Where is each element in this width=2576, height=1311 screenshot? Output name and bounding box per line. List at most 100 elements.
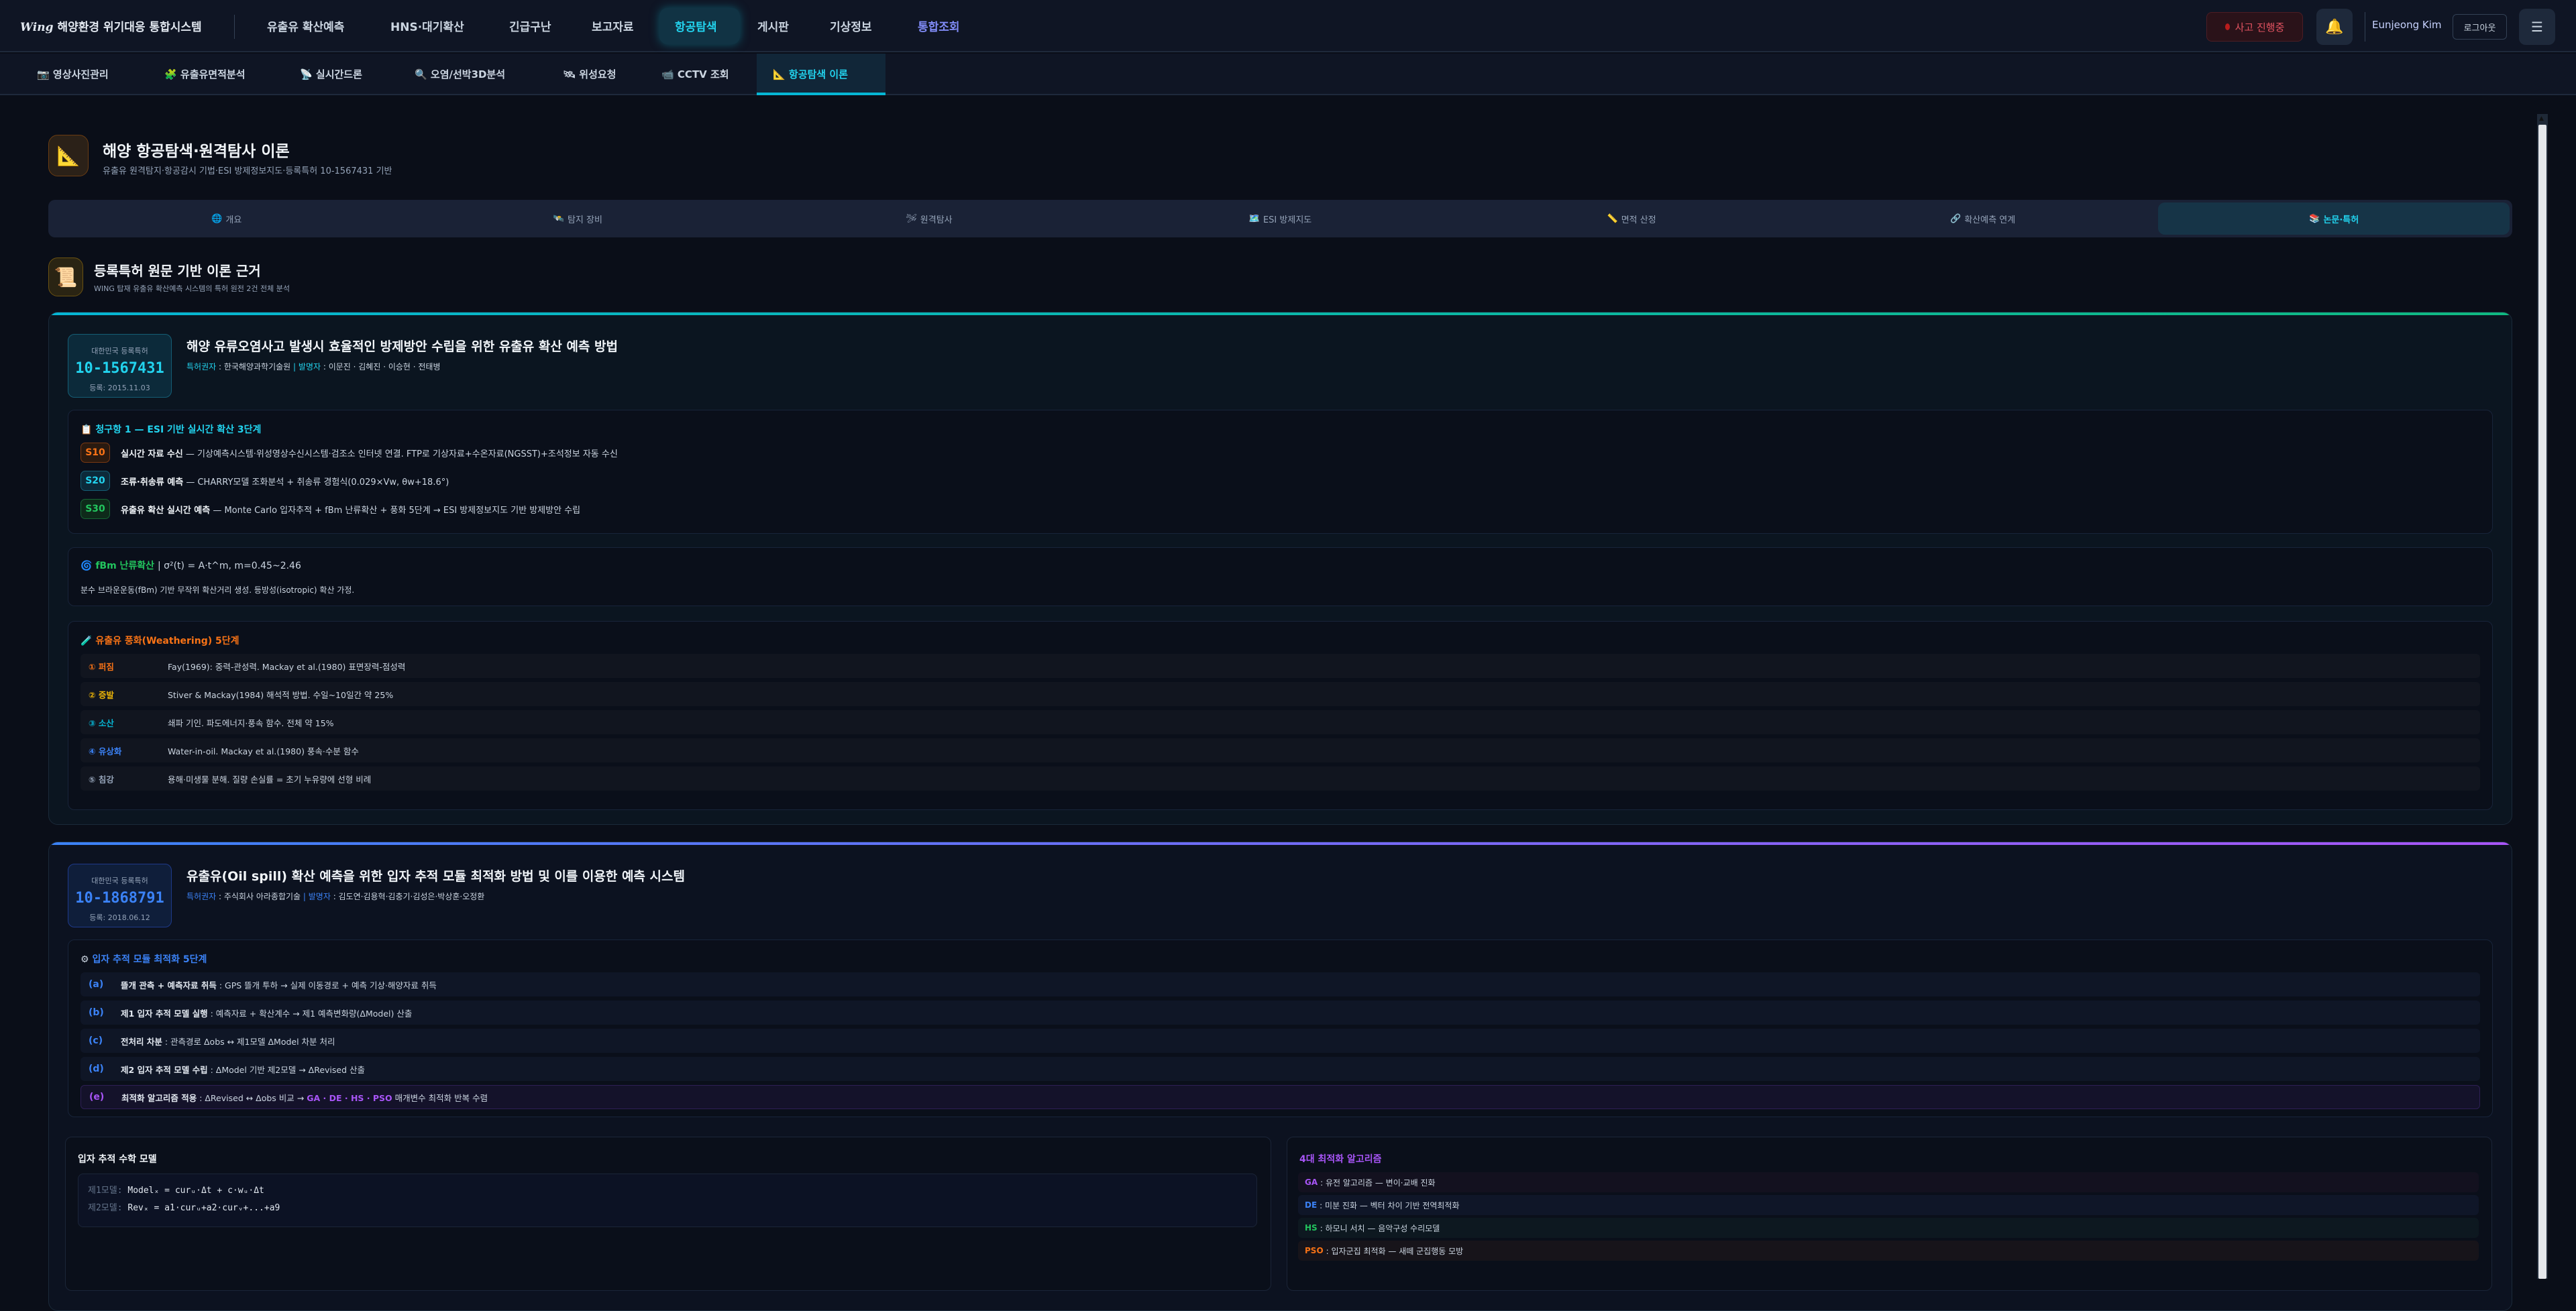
hamburger-icon: ☰ bbox=[2531, 19, 2543, 35]
patent-meta: 특허권자 : 한국해양과학기술원 | 발명자 : 이문진 · 김혜진 · 이승현… bbox=[186, 362, 441, 372]
optimization-step: (e) 최적화 알고리즘 적용 : ΔRevised ↔ Δobs 비교 → GA… bbox=[80, 1085, 2480, 1109]
menu-button[interactable]: ☰ bbox=[2519, 9, 2555, 45]
math-title: 입자 추적 수학 모델 bbox=[78, 1154, 157, 1165]
algorithms-panel: 4대 최적화 알고리즘 GA: 유전 알고리즘 — 변이·교배 진화 DE: 미… bbox=[1287, 1137, 2492, 1291]
bell-icon: 🔔 bbox=[2325, 18, 2344, 36]
scrollbar[interactable]: ▲ bbox=[2537, 114, 2548, 1279]
subnav-item-area-analysis[interactable]: 🧩 유출유면적분석 bbox=[164, 68, 246, 80]
card-accent-bar bbox=[49, 842, 2512, 845]
notification-bell-button[interactable]: 🔔 bbox=[2316, 9, 2353, 45]
weathering-row: ⑤ 침강 용해·미생물 분해. 질량 손실률 = 초기 누유량에 선형 비례 bbox=[80, 766, 2480, 791]
subnav-item-cctv[interactable]: 📹 CCTV 조회 bbox=[661, 68, 729, 80]
nav-item-board[interactable]: 게시판 bbox=[757, 21, 789, 34]
claim-step: S30 유출유 확산 실시간 예측 — Monte Carlo 입자추적 + fB… bbox=[80, 499, 580, 519]
test-tube-icon: 🧪 bbox=[80, 636, 96, 646]
subnav-item-satellite-request[interactable]: 🛰 위성요청 bbox=[563, 68, 616, 80]
tab-esi-map[interactable]: 🗺️ ESI 방제지도 bbox=[1248, 213, 1312, 225]
satellite-dish-icon: 📡 bbox=[300, 68, 316, 80]
algorithm-item: GA: 유전 알고리즘 — 변이·교배 진화 bbox=[1298, 1172, 2479, 1192]
plane-icon: 🛩 bbox=[906, 213, 917, 224]
claim-step: S10 실시간 자료 수신 — 기상예측시스템·위성영상수신시스템·검조소 인터넷… bbox=[80, 443, 618, 463]
scroll-icon: 📜 bbox=[48, 258, 83, 296]
subnav-item-live-drone[interactable]: 📡 실시간드론 bbox=[300, 68, 362, 80]
patent-card-1: 대한민국 등록특허 10-1567431 등록: 2015.11.03 해양 유… bbox=[48, 312, 2512, 825]
math-model-panel: 입자 추적 수학 모델 제1모델: Modelₓ = curᵤ·Δt + c·w… bbox=[65, 1137, 1271, 1291]
subnav-item-photo-management[interactable]: 📷 영상사진관리 bbox=[37, 68, 109, 80]
gear-icon: ⚙ bbox=[80, 954, 93, 965]
page-title: 해양 항공탐색·원격탐사 이론 bbox=[103, 143, 290, 160]
books-icon: 📚 bbox=[2309, 213, 2320, 224]
nav-item-integrated[interactable]: 통합조회 bbox=[918, 21, 960, 34]
formula-line: 제1모델: Modelₓ = curᵤ·Δt + c·wᵤ·Δt bbox=[88, 1186, 264, 1196]
cctv-camera-icon: 📹 bbox=[661, 68, 678, 80]
tab-remote-sensing[interactable]: 🛩 원격탐사 bbox=[906, 213, 953, 225]
app-title: 해양환경 위기대응 통합시스템 bbox=[57, 21, 202, 34]
tab-prediction-link[interactable]: 🔗 확산예측 연계 bbox=[1950, 213, 2016, 225]
patent-title: 유출유(Oil spill) 확산 예측을 위한 입자 추적 모듈 최적화 방법… bbox=[186, 869, 685, 884]
triangle-ruler-icon: 📐 bbox=[773, 68, 789, 80]
optimization-step: (c) 전처리 차분 : 관측경로 Δobs ↔ 제1모델 ΔModel 차분 처… bbox=[80, 1029, 2480, 1053]
tab-papers-patents[interactable]: 📚 논문·특허 bbox=[2158, 203, 2510, 235]
optimization-step: (b) 제1 입자 추적 모델 실행 : 예측자료 + 확산계수 → 제1 예측변… bbox=[80, 1001, 2480, 1025]
claim-step: S20 조류·취송류 예측 — CHARRY모델 조화분석 + 취송류 경험식(0… bbox=[80, 471, 449, 491]
alert-dot-icon bbox=[2224, 23, 2230, 30]
optimization-step: (a) 뜰개 관측 + 예측자료 취득 : GPS 뜰개 투하 → 실제 이동경로… bbox=[80, 972, 2480, 996]
section-title: 등록특허 원문 기반 이론 근거 bbox=[94, 263, 261, 279]
algorithm-item: DE: 미분 진화 — 벡터 차이 기반 전역최적화 bbox=[1298, 1195, 2479, 1215]
wing-logo: Wing bbox=[20, 21, 54, 34]
section-subtitle: WING 탑재 유출유 확산예측 시스템의 특허 원전 2건 전체 분석 bbox=[94, 284, 290, 293]
scrollbar-thumb[interactable] bbox=[2538, 125, 2546, 1279]
subnav-item-aerial-theory[interactable]: 📐 항공탐색 이론 bbox=[773, 68, 848, 80]
patent-number-badge: 대한민국 등록특허 10-1868791 등록: 2018.06.12 bbox=[68, 864, 172, 927]
triangle-ruler-icon: 📐 bbox=[48, 135, 89, 176]
subnav-item-3d-analysis[interactable]: 🔍 오염/선박3D분석 bbox=[415, 68, 506, 80]
nav-item-rescue[interactable]: 긴급구난 bbox=[509, 21, 551, 34]
nav-item-weather[interactable]: 기상정보 bbox=[830, 21, 872, 34]
divider bbox=[234, 15, 235, 39]
steps-title: ⚙ 입자 추적 모듈 최적화 5단계 bbox=[80, 954, 207, 965]
tab-area-calc[interactable]: 📏 면적 산정 bbox=[1607, 213, 1656, 225]
satellite-icon: 🛰 bbox=[563, 68, 580, 80]
scroll-up-icon[interactable]: ▲ bbox=[2539, 115, 2544, 122]
satellite-dish-icon: 🛰️ bbox=[553, 213, 564, 224]
patent-card-2: 대한민국 등록특허 10-1868791 등록: 2018.06.12 유출유(… bbox=[48, 842, 2512, 1311]
camera-icon: 📷 bbox=[37, 68, 53, 80]
optimization-step: (d) 제2 입자 추적 모델 수립 : ΔModel 기반 제2모델 → ΔRe… bbox=[80, 1057, 2480, 1081]
weathering-row: ② 증발 Stiver & Mackay(1984) 해석적 방법. 수일~10일… bbox=[80, 682, 2480, 706]
claim-title: 📋 청구항 1 — ESI 기반 실시간 확산 3단계 bbox=[80, 424, 262, 435]
clipboard-icon: 📋 bbox=[80, 424, 96, 435]
nav-item-hns[interactable]: HNS·대기확산 bbox=[390, 21, 464, 34]
app-brand[interactable]: Wing 해양환경 위기대응 통합시스템 bbox=[20, 17, 202, 34]
weathering-row: ③ 소산 쇄파 기인. 파도에너지·풍속 함수. 전체 약 15% bbox=[80, 710, 2480, 734]
nav-active-highlight bbox=[659, 8, 740, 44]
fbm-box: 🌀 fBm 난류확산 | σ²(t) = A·t^m, m=0.45~2.46 … bbox=[68, 547, 2493, 606]
weathering-box: 🧪 유출유 풍화(Weathering) 5단계 ① 퍼짐 Fay(1969): … bbox=[68, 621, 2493, 810]
weathering-row: ④ 유상화 Water-in-oil. Mackay et al.(1980) 풍… bbox=[80, 738, 2480, 762]
sub-nav: 📷 영상사진관리 🧩 유출유면적분석 📡 실시간드론 🔍 오염/선박3D분석 🛰… bbox=[0, 54, 2576, 95]
card-accent-bar bbox=[49, 312, 2512, 315]
nav-item-reports[interactable]: 보고자료 bbox=[592, 21, 634, 34]
algorithm-item: HS: 하모니 서치 — 음악구성 수리모델 bbox=[1298, 1218, 2479, 1238]
map-icon: 🗺️ bbox=[1248, 213, 1260, 224]
top-nav: Wing 해양환경 위기대응 통합시스템 유출유 확산예측 HNS·대기확산 긴급… bbox=[0, 0, 2576, 52]
ruler-icon: 📏 bbox=[1607, 213, 1618, 224]
fbm-description: 분수 브라운운동(fBm) 기반 무작위 확산거리 생성. 등방성(isotro… bbox=[80, 585, 355, 595]
patent-number-badge: 대한민국 등록특허 10-1567431 등록: 2015.11.03 bbox=[68, 334, 172, 398]
puzzle-icon: 🧩 bbox=[164, 68, 180, 80]
theory-tabs: 🌐 개요 🛰️ 탐지 장비 🛩 원격탐사 🗺️ ESI 방제지도 📏 면적 산정 🔗 확산예… bbox=[48, 200, 2512, 237]
globe-icon: 🌐 bbox=[211, 213, 223, 224]
logout-button[interactable]: 로그아웃 bbox=[2453, 14, 2507, 40]
patent-title: 해양 유류오염사고 발생시 효율적인 방제방안 수립을 위한 유출유 확산 예측… bbox=[186, 339, 618, 354]
nav-item-aerial[interactable]: 항공탐색 bbox=[675, 21, 717, 34]
tab-overview[interactable]: 🌐 개요 bbox=[211, 213, 242, 225]
subnav-active-highlight bbox=[757, 54, 885, 95]
math-formulas: 제1모델: Modelₓ = curᵤ·Δt + c·wᵤ·Δt 제2모델: R… bbox=[78, 1174, 1257, 1227]
nav-item-oil-spill[interactable]: 유출유 확산예측 bbox=[267, 21, 345, 34]
weathering-title: 🧪 유출유 풍화(Weathering) 5단계 bbox=[80, 636, 239, 646]
weathering-row: ① 퍼짐 Fay(1969): 중력-관성력. Mackay et al.(198… bbox=[80, 654, 2480, 678]
incident-status-button[interactable]: 사고 진행중 bbox=[2206, 12, 2303, 42]
incident-label: 사고 진행중 bbox=[2235, 21, 2285, 34]
algorithm-item: PSO: 입자군집 최적화 — 새떼 군집행동 모방 bbox=[1298, 1241, 2479, 1261]
page-subtitle: 유출유 원격탐지·항공감시 기법·ESI 방제정보지도·등록특허 10-1567… bbox=[103, 166, 392, 176]
tab-equipment[interactable]: 🛰️ 탐지 장비 bbox=[553, 213, 602, 225]
